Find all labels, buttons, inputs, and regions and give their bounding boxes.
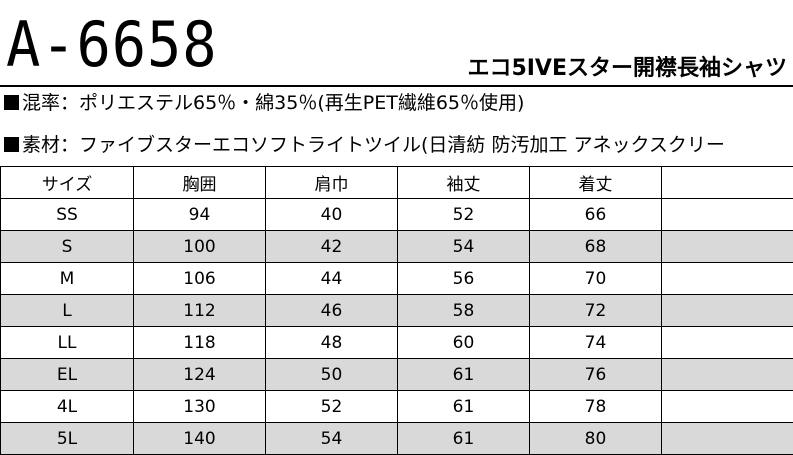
cell-chest: 100: [134, 231, 266, 263]
cell-size: M: [1, 263, 134, 295]
product-name: エコ5IVEスター開襟長袖シャツ: [467, 56, 787, 82]
column-header-size: サイズ: [1, 167, 134, 199]
cell-shoulder: 44: [266, 263, 398, 295]
cell-length: 80: [530, 423, 662, 455]
cell-size: 4L: [1, 391, 134, 423]
cell-size: 5L: [1, 423, 134, 455]
cell-blank: [662, 199, 793, 231]
cell-length: 74: [530, 327, 662, 359]
cell-blank: [662, 263, 793, 295]
cell-size: L: [1, 295, 134, 327]
product-code: A-6658: [6, 14, 218, 76]
spec-blend: 混率：ポリエステル65％・綿35％(再生PET繊維65％使用): [4, 91, 793, 115]
cell-blank: [662, 423, 793, 455]
cell-length: 76: [530, 359, 662, 391]
column-header-length: 着丈: [530, 167, 662, 199]
cell-sleeve: 61: [398, 423, 530, 455]
cell-size: SS: [1, 199, 134, 231]
cell-size: S: [1, 231, 134, 263]
header-divider: [0, 85, 793, 87]
cell-blank: [662, 391, 793, 423]
cell-chest: 106: [134, 263, 266, 295]
cell-shoulder: 54: [266, 423, 398, 455]
square-bullet-icon: [4, 137, 19, 152]
spec-material: 素材：ファイブスターエコソフトライトツイル(日清紡 防汚加工 アネックスクリー: [4, 133, 793, 157]
column-header-chest: 胸囲: [134, 167, 266, 199]
cell-chest: 140: [134, 423, 266, 455]
cell-sleeve: 58: [398, 295, 530, 327]
cell-sleeve: 61: [398, 359, 530, 391]
cell-shoulder: 40: [266, 199, 398, 231]
square-bullet-icon: [4, 95, 19, 110]
cell-blank: [662, 359, 793, 391]
cell-size: LL: [1, 327, 134, 359]
cell-sleeve: 56: [398, 263, 530, 295]
cell-shoulder: 46: [266, 295, 398, 327]
cell-shoulder: 48: [266, 327, 398, 359]
column-header-sleeve: 袖丈: [398, 167, 530, 199]
cell-blank: [662, 327, 793, 359]
cell-length: 66: [530, 199, 662, 231]
cell-shoulder: 52: [266, 391, 398, 423]
column-header-blank: [662, 167, 793, 199]
cell-length: 78: [530, 391, 662, 423]
cell-chest: 124: [134, 359, 266, 391]
cell-sleeve: 61: [398, 391, 530, 423]
cell-shoulder: 50: [266, 359, 398, 391]
cell-blank: [662, 231, 793, 263]
cell-chest: 118: [134, 327, 266, 359]
cell-length: 70: [530, 263, 662, 295]
cell-sleeve: 54: [398, 231, 530, 263]
cell-blank: [662, 295, 793, 327]
cell-shoulder: 42: [266, 231, 398, 263]
cell-length: 68: [530, 231, 662, 263]
cell-sleeve: 60: [398, 327, 530, 359]
page-header: A-6658 エコ5IVEスター開襟長袖シャツ: [0, 0, 793, 86]
cell-chest: 112: [134, 295, 266, 327]
cell-chest: 94: [134, 199, 266, 231]
table-header-row: サイズ 胸囲 肩巾 袖丈 着丈: [1, 167, 793, 199]
cell-sleeve: 52: [398, 199, 530, 231]
cell-chest: 130: [134, 391, 266, 423]
column-header-shoulder: 肩巾: [266, 167, 398, 199]
cell-size: EL: [1, 359, 134, 391]
cell-length: 72: [530, 295, 662, 327]
